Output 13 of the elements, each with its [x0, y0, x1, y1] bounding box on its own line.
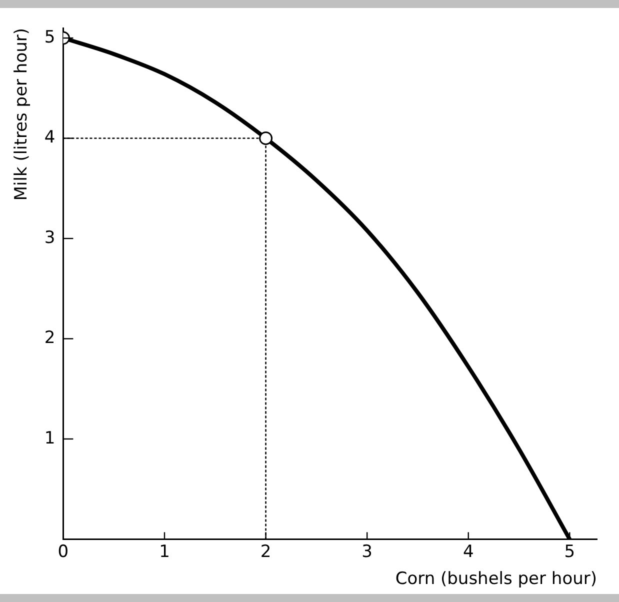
y-tick-label: 1: [44, 428, 56, 448]
x-tick-label: 5: [564, 542, 576, 562]
x-tick-label: 2: [260, 542, 272, 562]
y-tick-label: 3: [44, 228, 56, 248]
y-tick-label: 4: [44, 128, 56, 148]
x-tick-label: 4: [462, 542, 474, 562]
x-tick-label: 3: [362, 542, 372, 562]
y-axis-title: Milk (litres per hour): [12, 28, 32, 201]
x-tick-label: 1: [159, 542, 170, 562]
x-tick-label: 0: [58, 542, 69, 562]
x-axis-title: Corn (bushels per hour): [395, 569, 597, 590]
y-tick-label: 5: [44, 27, 56, 48]
y-tick-label: 2: [44, 328, 56, 348]
